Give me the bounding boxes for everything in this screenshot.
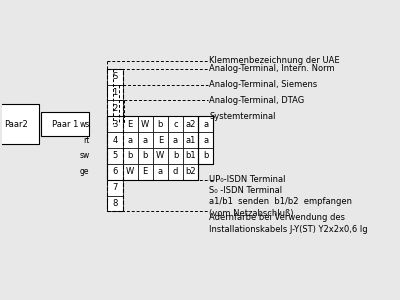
Text: W: W (126, 167, 134, 176)
Text: b: b (128, 152, 133, 160)
Bar (0, 104, 40, 144)
Text: E: E (128, 120, 133, 129)
Bar (108, 100, 122, 116)
Bar (108, 148, 122, 164)
Bar (108, 85, 122, 101)
Bar (153, 116, 168, 132)
Bar (168, 164, 183, 180)
Bar (108, 69, 122, 85)
Text: E: E (158, 136, 163, 145)
Bar (122, 116, 138, 132)
Text: b: b (142, 152, 148, 160)
Text: W: W (141, 120, 149, 129)
Text: a: a (173, 136, 178, 145)
Text: W: W (156, 152, 164, 160)
Text: a: a (203, 120, 208, 129)
Bar (138, 116, 153, 132)
Text: Systemterminal: Systemterminal (210, 112, 276, 121)
Bar (153, 164, 168, 180)
Text: b: b (158, 120, 163, 129)
Bar (122, 132, 138, 148)
Text: Analog-Terminal, Siemens: Analog-Terminal, Siemens (210, 80, 318, 89)
Text: a: a (158, 167, 163, 176)
Text: ge: ge (80, 167, 90, 176)
Text: 5: 5 (112, 152, 118, 160)
Text: rt: rt (83, 136, 90, 145)
Text: Analog-Terminal, DTAG: Analog-Terminal, DTAG (210, 96, 305, 105)
Bar (122, 164, 138, 180)
Text: Paar2: Paar2 (4, 120, 28, 129)
Bar (198, 148, 213, 164)
Text: 8: 8 (112, 199, 118, 208)
Bar (168, 116, 183, 132)
Text: b: b (203, 152, 208, 160)
Bar (108, 132, 122, 148)
Text: 2: 2 (112, 104, 118, 113)
Bar (41, 112, 88, 136)
Bar (183, 132, 198, 148)
Text: 4: 4 (112, 136, 118, 145)
Text: Analog-Terminal, Intern. Norm: Analog-Terminal, Intern. Norm (210, 64, 335, 73)
Text: a: a (203, 136, 208, 145)
Text: S₀ -ISDN Terminal
a1/b1  senden  b1/b2  empfangen
(vom Netzabschluß): S₀ -ISDN Terminal a1/b1 senden b1/b2 emp… (210, 186, 352, 218)
Text: Paar 1: Paar 1 (52, 120, 78, 129)
Text: sw: sw (79, 152, 90, 160)
Text: E: E (142, 167, 148, 176)
Bar (183, 116, 198, 132)
Text: d: d (173, 167, 178, 176)
Bar (183, 164, 198, 180)
Bar (138, 132, 153, 148)
Bar (153, 148, 168, 164)
Bar (108, 164, 122, 180)
Text: a: a (128, 136, 133, 145)
Bar (138, 164, 153, 180)
Text: a1: a1 (185, 136, 196, 145)
Bar (168, 148, 183, 164)
Text: Adernfarbe bei Verwendung des
Installationskabels J-Y(ST) Y2x2x0,6 lg: Adernfarbe bei Verwendung des Installati… (210, 213, 368, 234)
Bar (138, 148, 153, 164)
Text: Klemmenbezeichnung der UAE: Klemmenbezeichnung der UAE (210, 56, 340, 65)
Text: 6: 6 (112, 167, 118, 176)
Text: b2: b2 (185, 167, 196, 176)
Text: ws: ws (79, 120, 90, 129)
Bar (108, 69, 122, 212)
Text: c: c (173, 120, 178, 129)
Text: 7: 7 (112, 183, 118, 192)
Bar (108, 116, 122, 132)
Bar (108, 180, 122, 196)
Text: b1: b1 (185, 152, 196, 160)
Bar (198, 116, 213, 132)
Bar (198, 116, 213, 164)
Text: a: a (143, 136, 148, 145)
Text: 3: 3 (112, 120, 118, 129)
Bar (183, 148, 198, 164)
Text: a2: a2 (185, 120, 196, 129)
Text: S: S (112, 72, 118, 81)
Text: b: b (173, 152, 178, 160)
Text: 1: 1 (112, 88, 118, 97)
Text: UP₀-ISDN Terminal: UP₀-ISDN Terminal (210, 175, 286, 184)
Bar (153, 132, 168, 148)
Bar (168, 132, 183, 148)
Bar (198, 132, 213, 148)
Bar (108, 116, 198, 180)
Bar (108, 196, 122, 211)
Bar (122, 148, 138, 164)
